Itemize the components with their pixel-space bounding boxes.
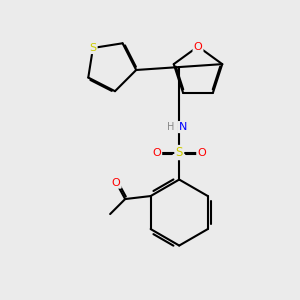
Text: O: O [194, 41, 202, 52]
Text: O: O [112, 178, 121, 188]
Text: N: N [178, 122, 187, 132]
Text: O: O [197, 148, 206, 158]
Text: H: H [167, 122, 175, 132]
Text: S: S [176, 146, 183, 159]
Text: S: S [89, 43, 97, 53]
Text: O: O [152, 148, 161, 158]
